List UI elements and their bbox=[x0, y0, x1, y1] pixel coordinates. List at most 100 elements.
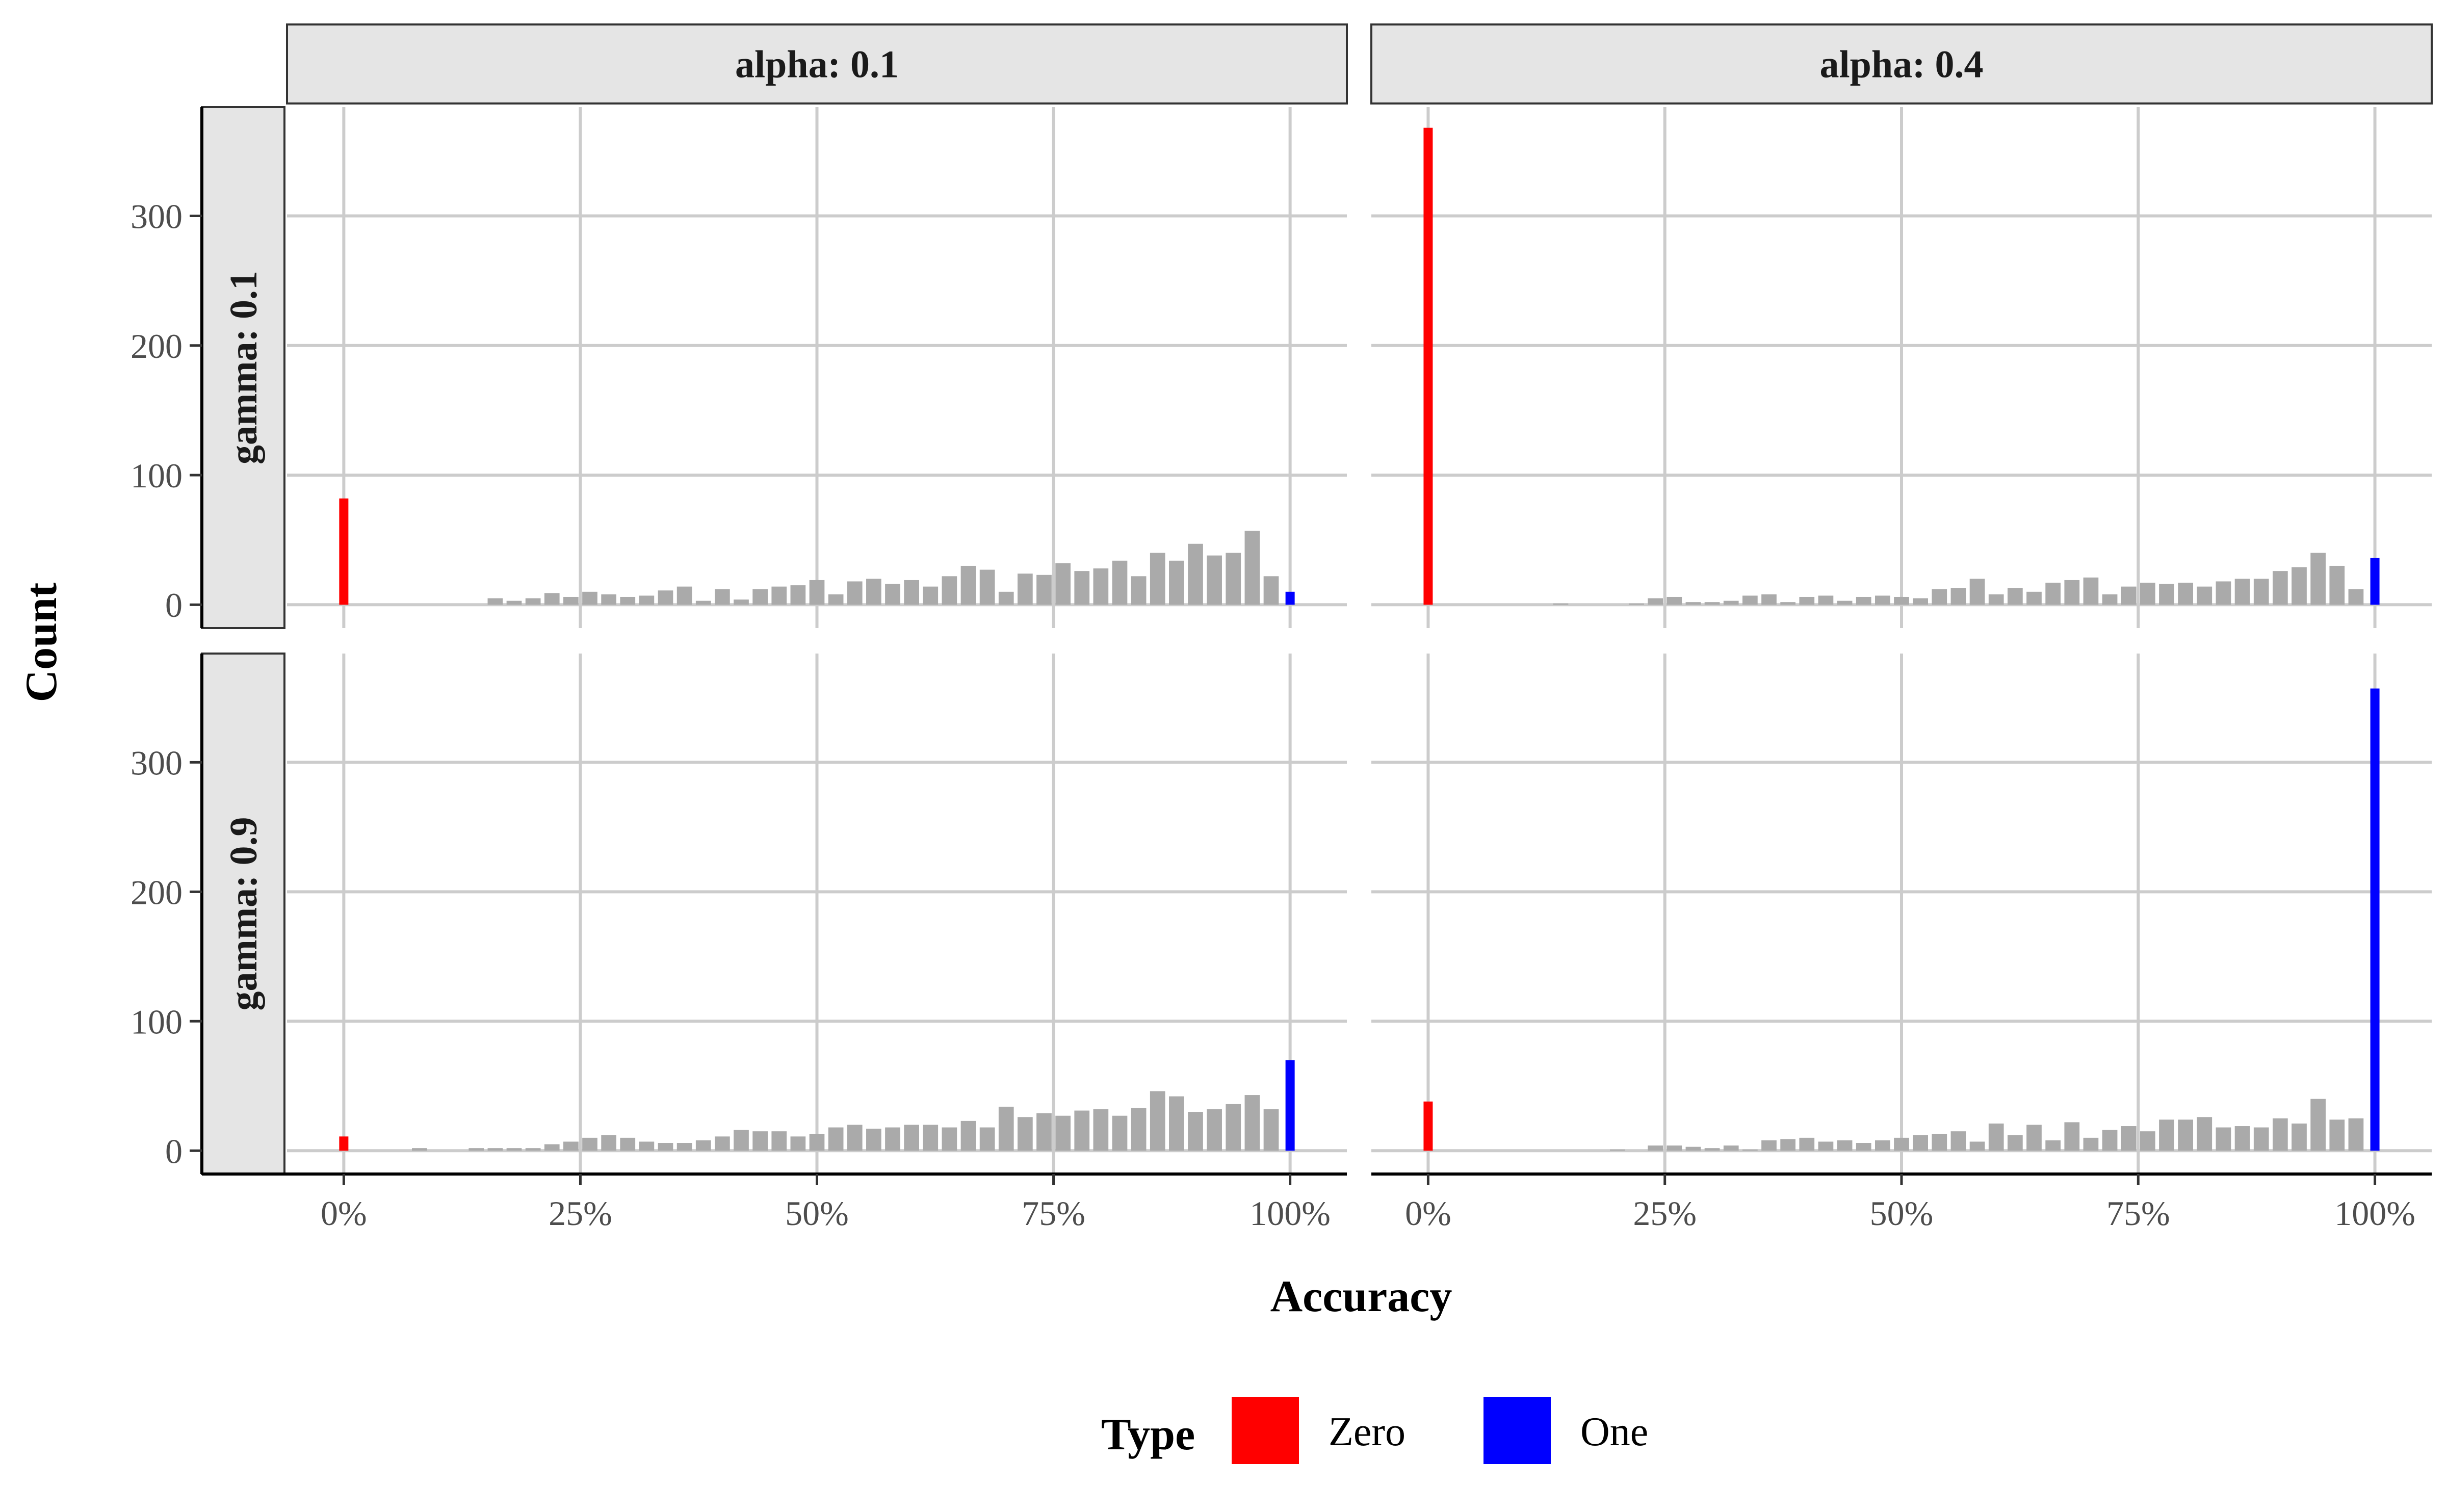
histogram-bar bbox=[1913, 1135, 1928, 1151]
histogram-bar bbox=[1761, 594, 1777, 605]
column-strip-label: alpha: 0.1 bbox=[735, 43, 899, 86]
histogram-bar bbox=[2140, 583, 2155, 605]
histogram-bar bbox=[1856, 1143, 1871, 1151]
histogram-bar bbox=[809, 580, 825, 605]
histogram-bar bbox=[1036, 575, 1052, 605]
histogram-bar bbox=[979, 569, 995, 605]
histogram-bar bbox=[2234, 579, 2250, 605]
histogram-bar bbox=[1207, 1109, 1222, 1151]
histogram-bar bbox=[2253, 1127, 2269, 1151]
histogram-bar bbox=[1188, 543, 1203, 605]
histogram-bar bbox=[1226, 1104, 1241, 1151]
histogram-bar bbox=[942, 1127, 957, 1151]
histogram-bar bbox=[2310, 553, 2326, 605]
histogram-bar bbox=[544, 1144, 560, 1151]
row-strip bbox=[201, 653, 285, 1175]
one-bar bbox=[2370, 688, 2380, 1151]
histogram-bar bbox=[923, 586, 939, 605]
histogram-bar bbox=[979, 1127, 995, 1151]
histogram-bar bbox=[1188, 1112, 1203, 1151]
histogram-bar bbox=[2026, 1125, 2042, 1151]
legend-label-zero: Zero bbox=[1329, 1410, 1405, 1454]
histogram-bar bbox=[942, 576, 957, 605]
histogram-bar bbox=[1837, 1140, 1853, 1151]
y-tick-label: 0 bbox=[165, 586, 183, 624]
histogram-bar bbox=[998, 591, 1014, 605]
panel-1-1 bbox=[1371, 654, 2432, 1174]
histogram-bar bbox=[1723, 1145, 1739, 1151]
zero-bar bbox=[339, 1136, 349, 1151]
histogram-bar bbox=[960, 565, 976, 605]
histogram-bar bbox=[1818, 595, 1834, 605]
histogram-bar bbox=[620, 596, 636, 605]
panel-1-0 bbox=[1371, 107, 2432, 628]
histogram-bar bbox=[2348, 589, 2364, 605]
histogram-bar bbox=[847, 581, 863, 605]
legend-label-one: One bbox=[1580, 1410, 1648, 1454]
histogram-bar bbox=[1244, 531, 1260, 605]
histogram-bar bbox=[1074, 1110, 1090, 1151]
histogram-bar bbox=[2045, 1140, 2061, 1151]
histogram-bar bbox=[1742, 595, 1758, 605]
histogram-bar bbox=[1894, 596, 1909, 605]
zero-bar bbox=[1423, 127, 1433, 605]
histogram-bar bbox=[1169, 1096, 1184, 1151]
x-tick-label: 100% bbox=[2334, 1194, 2415, 1233]
panel-0-1 bbox=[287, 654, 1347, 1174]
histogram-bar bbox=[2008, 1135, 2023, 1151]
column-strip-label: alpha: 0.4 bbox=[1820, 43, 1984, 86]
legend-key-one bbox=[1483, 1397, 1551, 1464]
histogram-bar bbox=[866, 579, 881, 605]
histogram-bar bbox=[1950, 1131, 1966, 1151]
histogram-bar bbox=[2348, 1118, 2364, 1151]
histogram-bar bbox=[639, 595, 655, 605]
histogram-bar bbox=[2064, 1122, 2080, 1151]
histogram-bar bbox=[2197, 1117, 2212, 1151]
y-tick-label: 300 bbox=[131, 743, 183, 782]
histogram-bar bbox=[2140, 1131, 2155, 1151]
histogram-bar bbox=[1837, 601, 1853, 605]
histogram-bar bbox=[601, 1135, 616, 1151]
histogram-bar bbox=[2121, 586, 2137, 605]
histogram-bar bbox=[828, 594, 844, 605]
histogram-bar bbox=[695, 1140, 711, 1151]
histogram-bar bbox=[1648, 598, 1663, 605]
histogram-bar bbox=[809, 1134, 825, 1151]
histogram-bar bbox=[1648, 1145, 1663, 1151]
histogram-bar bbox=[2292, 1123, 2307, 1151]
x-tick-label: 100% bbox=[1249, 1194, 1331, 1233]
histogram-bar bbox=[2045, 583, 2061, 605]
x-tick-label: 0% bbox=[321, 1194, 367, 1233]
histogram-bar bbox=[1018, 573, 1033, 605]
histogram-bar bbox=[1131, 576, 1147, 605]
histogram-bar bbox=[1856, 596, 1871, 605]
histogram-bar bbox=[582, 1137, 597, 1151]
histogram-bar bbox=[1207, 555, 1222, 605]
histogram-bar bbox=[601, 594, 616, 605]
histogram-bar bbox=[525, 1148, 541, 1151]
histogram-bar bbox=[2083, 1137, 2099, 1151]
histogram-bar bbox=[525, 598, 541, 605]
histogram-bar bbox=[1818, 1141, 1834, 1151]
y-tick-label: 300 bbox=[131, 197, 183, 236]
x-tick-label: 75% bbox=[2106, 1194, 2170, 1233]
histogram-bar bbox=[715, 589, 730, 605]
histogram-bar bbox=[923, 1125, 939, 1151]
histogram-bar bbox=[734, 1130, 749, 1151]
histogram-bar bbox=[1074, 571, 1090, 605]
histogram-bar bbox=[904, 1125, 919, 1151]
histogram-bar bbox=[676, 1143, 692, 1151]
histogram-bar bbox=[487, 598, 503, 605]
histogram-bar bbox=[1742, 1149, 1758, 1151]
zero-bar bbox=[339, 498, 349, 605]
histogram-bar bbox=[695, 601, 711, 605]
histogram-bar bbox=[487, 1148, 503, 1151]
histogram-bar bbox=[2178, 1119, 2193, 1151]
histogram-bar bbox=[2310, 1099, 2326, 1151]
histogram-bar bbox=[1667, 1145, 1682, 1151]
histogram-bar bbox=[582, 591, 597, 605]
histogram-bar bbox=[2121, 1126, 2137, 1151]
histogram-bar bbox=[1988, 1123, 2004, 1151]
histogram-bar bbox=[904, 580, 919, 605]
histogram-bar bbox=[885, 1127, 900, 1151]
